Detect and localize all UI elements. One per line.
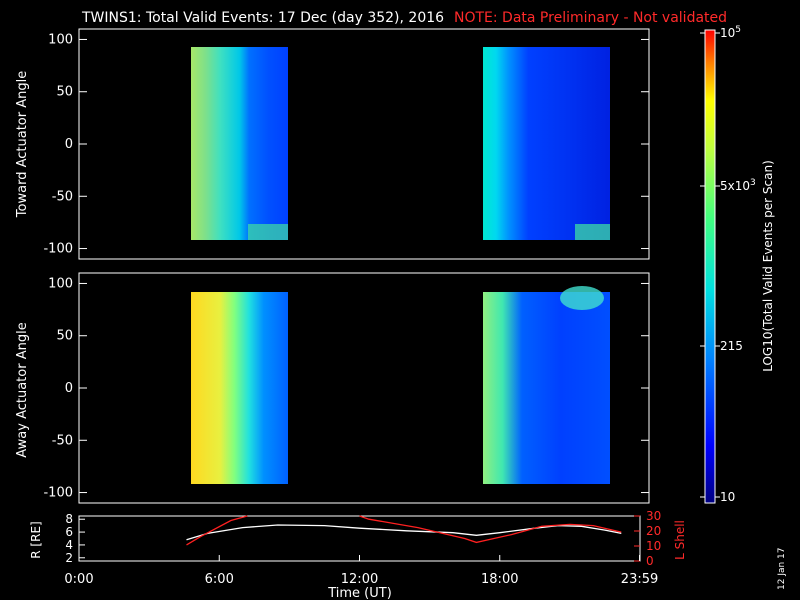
x-axis-label: Time (UT)	[327, 586, 392, 600]
preliminary-note: NOTE: Data Preliminary - Not validated	[454, 10, 727, 26]
colorbar-tick-label: 105	[720, 25, 741, 40]
middle-panel: 100 50 0 -50 -100 Away Actuator Angle	[15, 272, 650, 504]
colorbar-tick-label: 5x103	[720, 178, 756, 193]
right-y-tick-label: 20	[646, 524, 661, 538]
top-data-block-1-lobe	[248, 224, 288, 240]
y-tick-label: 50	[56, 85, 73, 100]
bottom-panel-frame	[78, 515, 641, 562]
right-y-tick-label: 0	[646, 554, 654, 568]
colorbar-scale	[704, 29, 716, 504]
middle-data-block-2	[483, 292, 613, 484]
x-tick-label: 6:00	[205, 572, 234, 587]
right-y-tick-label: 30	[646, 509, 661, 523]
radius-line	[186, 524, 622, 541]
y-tick-label: 0	[65, 137, 73, 152]
colorbar-tick-label: 10	[720, 490, 735, 504]
top-y-label: Toward Actuator Angle	[15, 71, 30, 218]
left-y-tick-label: 6	[65, 525, 73, 539]
date-stamp: 12 Jan 17	[777, 548, 787, 591]
bottom-right-y-label: L Shell	[673, 520, 687, 560]
top-data-block-1	[191, 47, 288, 240]
middle-data-block-2-lobe	[560, 286, 604, 310]
left-y-tick-label: 8	[65, 512, 73, 526]
y-tick-label: 50	[56, 329, 73, 344]
bottom-left-y-label: R [RE]	[29, 521, 43, 558]
x-tick-label: 0:00	[64, 572, 93, 587]
x-tick-label: 18:00	[481, 572, 518, 587]
x-tick-label: 23:59	[621, 572, 658, 587]
lshell-line	[359, 515, 622, 544]
y-tick-label: -50	[52, 433, 73, 448]
left-y-tick-label: 2	[65, 551, 73, 565]
right-y-tick-label: 10	[646, 539, 661, 553]
colorbar-tick-label: 215	[720, 339, 743, 353]
middle-y-axis: 100 50 0 -50 -100	[43, 276, 649, 501]
top-data-block-2-lobe	[575, 224, 613, 240]
left-y-tick-label: 4	[65, 538, 73, 552]
y-tick-label: 100	[48, 276, 73, 291]
middle-data-block-1	[191, 292, 288, 484]
middle-data-gap	[610, 292, 613, 484]
y-tick-label: -100	[43, 486, 73, 501]
colorbar: 10 215 5x103 105 LOG10(Total Valid Events p…	[700, 25, 775, 504]
top-panel: 100 50 0 -50 -100 Toward Actuator Angle	[15, 28, 650, 260]
top-y-axis: 100 50 0 -50 -100	[43, 32, 649, 257]
x-tick-label: 12:00	[341, 572, 378, 587]
colorbar-label: LOG10(Total Valid Events per Scan)	[761, 160, 775, 372]
top-data-block-2	[483, 47, 613, 240]
orbit-lines	[186, 515, 622, 546]
y-tick-label: -50	[52, 189, 73, 204]
lshell-line	[186, 515, 248, 546]
y-tick-label: 0	[65, 381, 73, 396]
colorbar-ticks: 10 215 5x103 105	[700, 25, 756, 504]
middle-y-label: Away Actuator Angle	[15, 322, 30, 457]
top-data-gap	[610, 47, 613, 240]
y-tick-label: 100	[48, 32, 73, 47]
chart-title: TWINS1: Total Valid Events: 17 Dec (day …	[81, 10, 444, 26]
y-tick-label: -100	[43, 242, 73, 257]
